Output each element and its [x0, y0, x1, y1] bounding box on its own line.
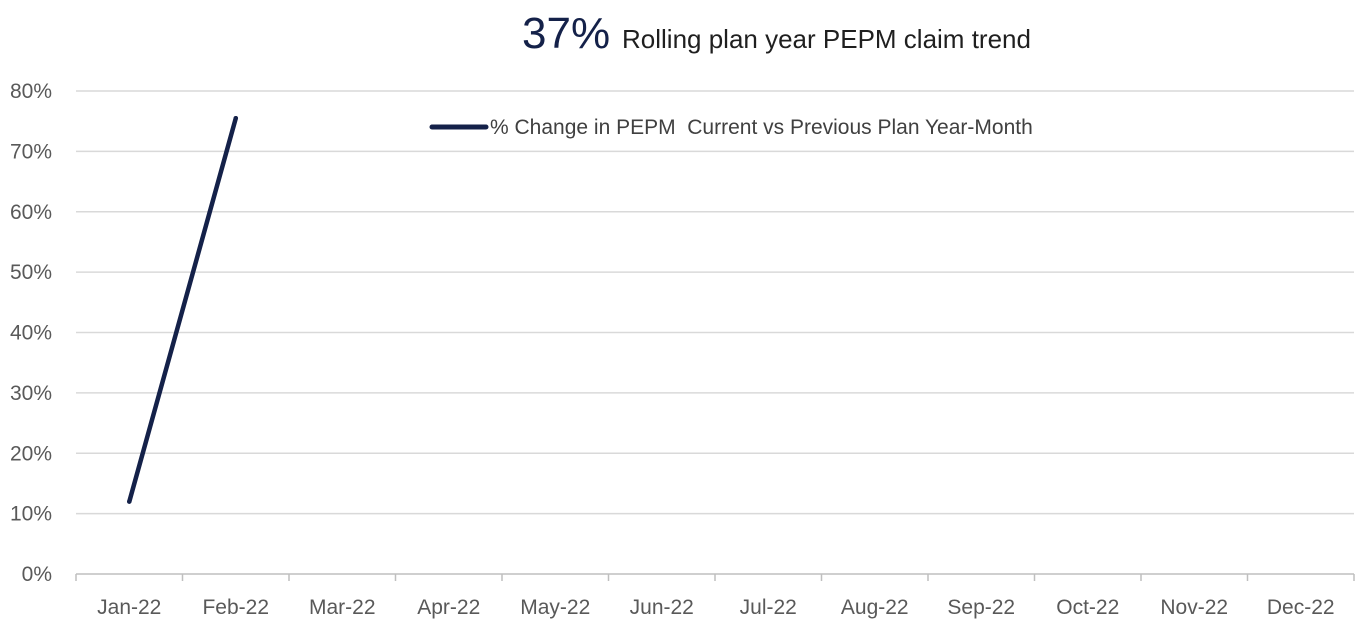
y-tick-label: 80%	[10, 80, 52, 103]
x-tick-label: Jun-22	[630, 596, 694, 619]
legend: % Change in PEPM Current vs Previous Pla…	[429, 116, 1033, 139]
y-tick-label: 50%	[10, 261, 52, 284]
x-tick-label: Sep-22	[947, 596, 1015, 619]
y-tick-label: 20%	[10, 442, 52, 465]
gridlines	[76, 90, 1354, 515]
y-tick-label: 40%	[10, 322, 52, 345]
chart-title: 37% Rolling plan year PEPM claim trend	[522, 9, 1031, 58]
series-group	[127, 115, 239, 504]
x-tick-label: Aug-22	[841, 596, 909, 619]
series-line	[127, 115, 239, 504]
x-tick-label: Jan-22	[97, 596, 161, 619]
x-tick-label: Jul-22	[740, 596, 797, 619]
y-axis-ticks: 0% 10% 20% 30% 40% 50% 60% 70% 80%	[10, 80, 52, 586]
chart-title-text: Rolling plan year PEPM claim trend	[622, 24, 1031, 54]
y-tick-label: 10%	[10, 503, 52, 526]
legend-label: % Change in PEPM Current vs Previous Pla…	[490, 116, 1033, 139]
x-tick-label: Feb-22	[202, 596, 269, 619]
x-axis	[75, 573, 1355, 581]
x-tick-label: May-22	[520, 596, 590, 619]
x-tick-label: Mar-22	[309, 596, 376, 619]
data-point	[233, 115, 238, 121]
y-tick-label: 70%	[10, 140, 52, 163]
x-tick-label: Apr-22	[417, 596, 480, 619]
x-tick-label: Oct-22	[1056, 596, 1119, 619]
y-tick-label: 60%	[10, 201, 52, 224]
data-point	[127, 499, 132, 504]
y-tick-label: 30%	[10, 382, 52, 405]
x-tick-label: Nov-22	[1160, 596, 1228, 619]
chart-title-value: 37%	[522, 9, 610, 58]
y-tick-label: 0%	[22, 563, 52, 586]
x-tick-label: Dec-22	[1267, 596, 1335, 619]
x-axis-ticks: Jan-22 Feb-22 Mar-22 Apr-22 May-22 Jun-22 Jul-…	[97, 596, 1334, 619]
